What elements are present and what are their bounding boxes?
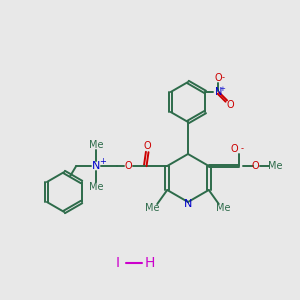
- Text: Me: Me: [268, 161, 282, 171]
- Text: H: H: [145, 256, 155, 270]
- Text: +: +: [219, 86, 225, 92]
- Text: I: I: [116, 256, 120, 270]
- Text: N: N: [214, 87, 222, 97]
- Text: +: +: [99, 157, 106, 166]
- Text: Me: Me: [89, 182, 103, 192]
- Text: O: O: [143, 141, 151, 151]
- Text: N: N: [184, 199, 192, 209]
- Text: O: O: [226, 100, 234, 110]
- Text: -: -: [222, 74, 225, 82]
- Text: O: O: [231, 144, 238, 154]
- Text: Me: Me: [215, 203, 230, 213]
- Text: -: -: [240, 145, 243, 154]
- Text: O: O: [124, 161, 132, 171]
- Text: Me: Me: [145, 203, 160, 213]
- Text: N: N: [92, 161, 100, 171]
- Text: O: O: [214, 73, 222, 83]
- Text: Me: Me: [89, 140, 103, 150]
- Text: O: O: [252, 161, 260, 171]
